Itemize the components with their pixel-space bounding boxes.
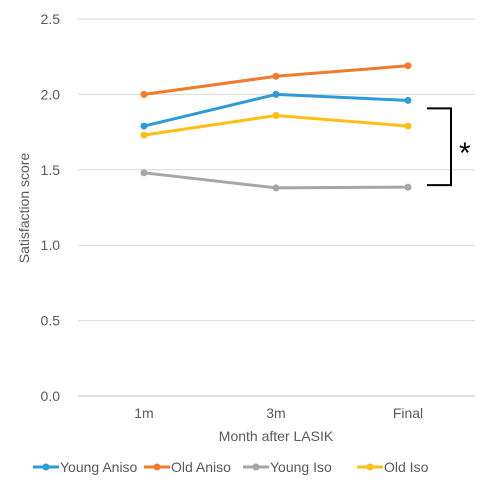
series-line: [142, 92, 410, 128]
legend-item: Old Aniso: [144, 459, 231, 475]
series-old-iso: [140, 112, 412, 139]
data-point: [404, 62, 412, 70]
data-point: [272, 72, 280, 80]
significance-annotation: *: [427, 107, 471, 187]
y-tick-label: 1.0: [41, 237, 61, 253]
legend-swatch-marker: [42, 463, 50, 471]
legend-item: Young Aniso: [33, 459, 138, 475]
data-point: [272, 112, 280, 120]
significance-bracket: [427, 107, 452, 187]
x-tick-label: 3m: [266, 405, 285, 421]
data-point: [404, 96, 412, 104]
legend-label: Old Aniso: [171, 459, 231, 475]
significance-star: *: [459, 137, 471, 170]
y-axis-title: Satisfaction score: [16, 153, 32, 264]
y-tick-label: 0.5: [41, 313, 61, 329]
data-point: [140, 169, 148, 177]
data-point: [272, 184, 280, 192]
legend-label: Old Iso: [384, 459, 429, 475]
y-tick-label: 1.5: [41, 162, 61, 178]
data-point: [404, 122, 412, 130]
legend-swatch-marker: [366, 463, 374, 471]
y-tick-labels: 0.0 0.5 1.0 1.5 2.0 2.5: [41, 11, 61, 404]
legend: Young Aniso Old Aniso Young Iso Old Iso: [33, 459, 429, 475]
data-point: [140, 90, 148, 98]
data-point: [140, 122, 148, 130]
x-tick-label: 1m: [134, 405, 153, 421]
data-point: [272, 90, 280, 98]
legend-item: Old Iso: [357, 459, 429, 475]
legend-swatch-marker: [153, 463, 161, 471]
series-young-aniso: [140, 90, 412, 130]
legend-swatch-marker: [252, 463, 260, 471]
data-point: [404, 183, 412, 191]
x-tick-labels: 1m 3m Final: [134, 405, 423, 421]
data-point: [140, 131, 148, 139]
legend-label: Young Iso: [270, 459, 332, 475]
series-young-iso: [140, 169, 412, 192]
y-tick-label: 2.0: [41, 86, 61, 102]
series-old-aniso: [140, 62, 412, 98]
x-axis-title: Month after LASIK: [219, 428, 334, 444]
y-tick-label: 2.5: [41, 11, 61, 27]
series-line: [142, 64, 410, 96]
legend-label: Young Aniso: [60, 459, 138, 475]
x-tick-label: Final: [393, 405, 423, 421]
y-tick-label: 0.0: [41, 388, 61, 404]
legend-item: Young Iso: [243, 459, 332, 475]
series: [140, 62, 412, 192]
